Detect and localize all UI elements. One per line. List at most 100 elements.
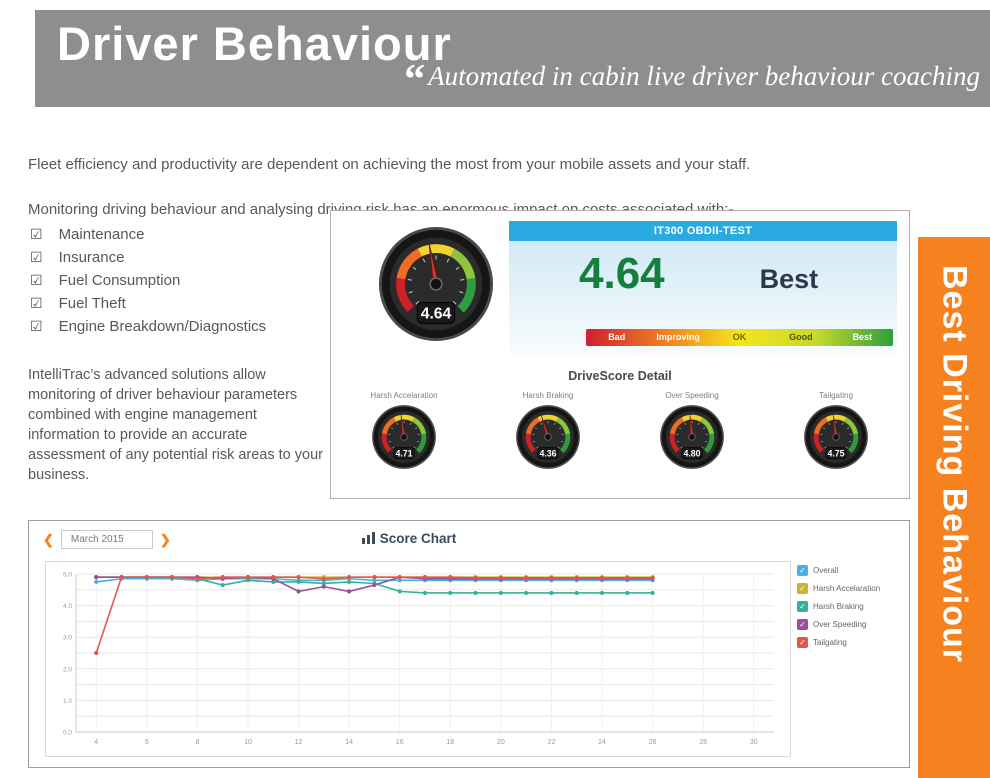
chart-plot-area: 4 6 8 10 12 14 16 18 20 22 24 26 28 30 5.0 4.0 3.0 2.0 1.0… [45,561,791,757]
svg-text:4.0: 4.0 [63,603,72,610]
drivescore-detail-title: DriveScore Detail [568,369,672,383]
detail-gauge: Tailgating 4.75 [781,391,891,475]
svg-text:4.80: 4.80 [683,448,700,458]
svg-text:14: 14 [345,739,353,746]
checklist-item: ☑ Fuel Theft [30,295,266,312]
detail-gauge: Harsh Accelaration 4.71 [349,391,459,475]
page-title: Driver Behaviour [57,17,452,70]
drivescore-summary: 4.64 IT300 OBDII-TEST 4.64 Best Bad Impro… [331,211,909,361]
page-header: Driver Behaviour “Automated in cabin liv… [35,10,990,107]
gauge-label: Harsh Accelaration [370,391,438,400]
checkbox-icon: ☑ [30,249,43,265]
svg-text:16: 16 [396,739,404,746]
scale-segment: Best [852,332,873,342]
body-paragraph: IntelliTrac’s advanced solutions allow m… [28,366,323,483]
legend-checkbox-icon[interactable]: ✓ [797,601,808,612]
svg-text:10: 10 [244,739,252,746]
main-score-gauge: 4.64 [378,226,494,342]
prev-month-icon[interactable]: ❮ [43,531,54,547]
legend-label: Overall [813,566,839,575]
scale-segment: Good [789,332,813,342]
checklist-label: Insurance [58,249,125,266]
legend-checkbox-icon[interactable]: ✓ [797,619,808,630]
month-select[interactable]: March 2015 [60,530,153,549]
score-row: 4.64 Best [509,241,897,299]
side-banner: Best Driving Behaviour [918,237,990,778]
score-panel: IT300 OBDII-TEST 4.64 Best Bad Improving O… [509,221,897,355]
gauge-label: Harsh Braking [522,391,574,400]
month-navigator: ❮ March 2015 ❯ [43,530,171,549]
legend-item[interactable]: ✓ Overall [797,565,901,576]
legend-item[interactable]: ✓ Harsh Accelaration [797,583,901,594]
svg-text:24: 24 [598,739,606,746]
header-subtitle: Automated in cabin live driver behaviour… [428,61,980,91]
svg-text:28: 28 [699,739,707,746]
svg-text:6: 6 [145,739,149,746]
header-quote: “Automated in cabin live driver behaviou… [404,56,980,104]
score-value: 4.64 [579,249,665,298]
svg-text:0.0: 0.0 [63,730,72,737]
side-banner-label: Best Driving Behaviour [935,265,974,663]
legend-item[interactable]: ✓ Harsh Braking [797,601,901,612]
legend-item[interactable]: ✓ Tailgating [797,637,901,648]
svg-text:8: 8 [195,739,199,746]
checkbox-icon: ☑ [30,226,43,242]
gauge: 4.80 [660,405,724,469]
vehicle-name-bar: IT300 OBDII-TEST [509,221,897,241]
svg-text:4: 4 [94,739,98,746]
chart-title: Score Chart [29,531,789,546]
next-month-icon[interactable]: ❯ [159,531,171,547]
score-chart-panel: ❮ March 2015 ❯ Score Chart 4 6 8 10 12 14 16 18… [28,520,910,768]
gauge: 4.36 [516,405,580,469]
svg-text:4.64: 4.64 [421,305,452,322]
bar-chart-icon [361,532,375,544]
svg-text:4.71: 4.71 [395,448,412,458]
svg-text:2.0: 2.0 [63,666,72,673]
svg-text:22: 22 [548,739,556,746]
checklist-item: ☑ Fuel Consumption [30,272,266,289]
cost-checklist: ☑ Maintenance ☑ Insurance ☑ Fuel Consumption ☑… [30,226,266,341]
checklist-item: ☑ Maintenance [30,226,266,243]
gauge: 4.75 [804,405,868,469]
drivescore-dashboard: 4.64 IT300 OBDII-TEST 4.64 Best Bad Impro… [330,210,910,499]
legend-checkbox-icon[interactable]: ✓ [797,565,808,576]
chart-legend: ✓ Overall ✓ Harsh Accelaration ✓ Harsh Brakin… [797,565,901,655]
checklist-label: Engine Breakdown/Diagnostics [58,318,267,335]
gauge: 4.71 [372,405,436,469]
checklist-item: ☑ Engine Breakdown/Diagnostics [30,318,266,335]
gauge-label: Tailgating [819,391,853,400]
score-rating: Best [759,264,819,294]
chart-title-label: Score Chart [379,531,457,546]
svg-text:4.75: 4.75 [827,448,844,458]
rating-scale-bar: Bad Improving OK Good Best [586,329,893,346]
legend-item[interactable]: ✓ Over Speeding [797,619,901,630]
legend-label: Harsh Braking [813,602,864,611]
intro-paragraph-1: Fleet efficiency and productivity are de… [28,156,751,173]
svg-text:4.36: 4.36 [539,448,556,458]
svg-text:20: 20 [497,739,505,746]
svg-text:30: 30 [750,739,758,746]
svg-text:12: 12 [295,739,303,746]
checkbox-icon: ☑ [30,295,43,311]
svg-text:26: 26 [649,739,657,746]
svg-text:3.0: 3.0 [63,635,72,642]
detail-gauge: Over Speeding 4.80 [637,391,747,475]
gauge-label: Over Speeding [665,391,719,400]
checklist-label: Maintenance [58,226,145,243]
legend-checkbox-icon[interactable]: ✓ [797,637,808,648]
scale-segment: Bad [608,332,626,342]
checklist-item: ☑ Insurance [30,249,266,266]
checklist-label: Fuel Consumption [58,272,181,289]
legend-label: Harsh Accelaration [813,584,881,593]
legend-label: Tailgating [813,638,847,647]
svg-text:18: 18 [446,739,454,746]
score-line-chart: 4 6 8 10 12 14 16 18 20 22 24 26 28 30 5.0 4.0 3.0 2.0 1.0… [63,572,774,746]
quote-mark-icon: “ [404,57,426,103]
checklist-label: Fuel Theft [58,295,126,312]
legend-checkbox-icon[interactable]: ✓ [797,583,808,594]
legend-label: Over Speeding [813,620,867,629]
svg-text:1.0: 1.0 [63,698,72,705]
detail-gauge-row: Harsh Accelaration 4.71 Harsh Braking 4.36 O… [331,383,909,475]
checkbox-icon: ☑ [30,318,43,334]
checkbox-icon: ☑ [30,272,43,288]
